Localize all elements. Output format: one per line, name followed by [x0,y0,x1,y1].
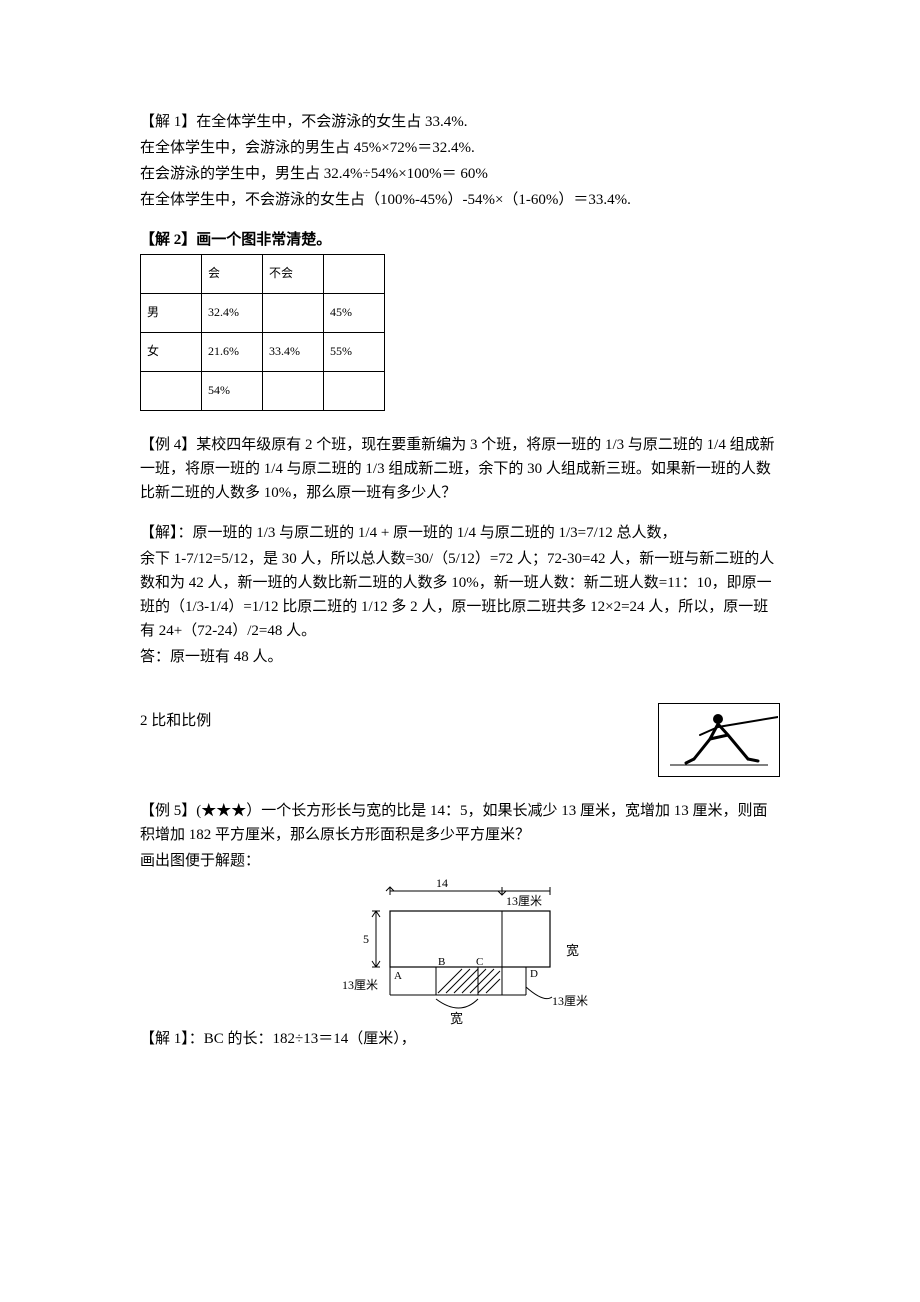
swim-table: 会 不会 男 32.4% 45% 女 21.6% 33.4% 55% 54% [140,254,385,411]
diag-bl: 13厘米 [342,978,378,992]
ex4-sol-l1: 【解】：原一班的 1/3 与原二班的 1/4 + 原一班的 1/4 与原二班的 … [140,521,780,545]
row-male-label: 男 [141,294,202,333]
row-total-can: 54% [202,372,263,411]
sol1-line2: 在全体学生中，会游泳的男生占 45%×72%＝32.4%. [140,136,780,160]
ex5-problem: 【例 5】(★★★）一个长方形长与宽的比是 14：5，如果长减少 13 厘米，宽… [140,799,780,847]
row-total-total [324,372,385,411]
diag-D: D [530,968,538,980]
th-can: 会 [202,255,263,294]
page: 【解 1】在全体学生中，不会游泳的女生占 33.4%. 在全体学生中，会游泳的男… [0,0,920,1302]
row-female-cannot: 33.4% [263,333,324,372]
sol1-line1: 【解 1】在全体学生中，不会游泳的女生占 33.4%. [140,110,780,134]
diag-right-width: 宽 [566,943,579,958]
sol2-intro: 【解 2】画一个图非常清楚。 [140,228,780,252]
th-cannot: 不会 [263,255,324,294]
th-total [324,255,385,294]
section2-row: 2 比和比例 [140,709,780,777]
ex4-problem: 【例 4】某校四年级原有 2 个班，现在要重新编为 3 个班，将原一班的 1/3… [140,433,780,505]
rect-diagram-wrap: 14 13厘米 5 宽 [140,877,780,1027]
diag-B: B [438,956,445,968]
diag-top-14: 14 [436,877,448,890]
row-female-can: 21.6% [202,333,263,372]
section2-title: 2 比和比例 [140,709,211,733]
row-female-total: 55% [324,333,385,372]
ex4-sol-l3: 答：原一班有 48 人。 [140,645,780,669]
row-female-label: 女 [141,333,202,372]
diag-A: A [394,970,402,982]
sol1-line4: 在全体学生中，不会游泳的女生占（100%-45%）-54%×（1-60%）＝33… [140,188,780,212]
row-male-total: 45% [324,294,385,333]
th-blank [141,255,202,294]
fencer-icon [660,705,778,775]
diag-left-5: 5 [363,932,369,946]
sol1-line3: 在会游泳的学生中，男生占 32.4%÷54%×100%＝ 60% [140,162,780,186]
ex5-hint: 画出图便于解题： [140,849,780,873]
diag-bottom-width: 宽 [450,1011,463,1026]
sol1b: 【解 1】：BC 的长：182÷13＝14（厘米）， [140,1027,780,1051]
row-total-label [141,372,202,411]
diag-C: C [476,956,483,968]
fencer-image [658,703,780,777]
diag-br: 13厘米 [552,994,588,1008]
rect-diagram: 14 13厘米 5 宽 [330,877,590,1027]
row-male-can: 32.4% [202,294,263,333]
diag-top-right: 13厘米 [506,894,542,908]
row-male-cannot [263,294,324,333]
ex4-sol-l2: 余下 1-7/12=5/12，是 30 人，所以总人数=30/（5/12）=72… [140,547,780,643]
row-total-cannot [263,372,324,411]
